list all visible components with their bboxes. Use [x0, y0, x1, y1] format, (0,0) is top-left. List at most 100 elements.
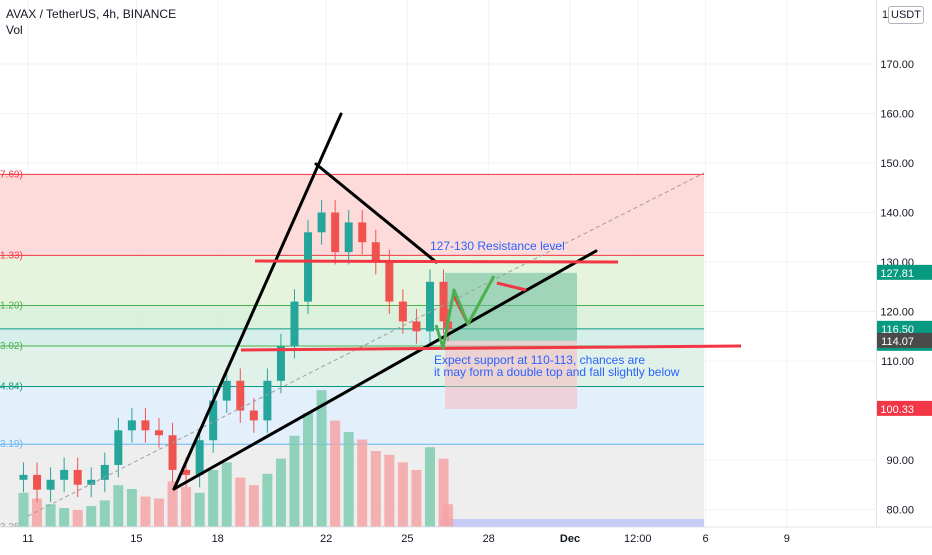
volume-bar	[411, 470, 422, 527]
candle-body	[385, 262, 394, 302]
volume-bar	[443, 504, 454, 527]
support-level-line	[240, 344, 742, 352]
volume-bar	[357, 439, 368, 527]
candle-body	[249, 410, 258, 421]
time-tick-label: 12:00	[624, 533, 652, 545]
volume-bar	[221, 462, 232, 527]
annotation-support-line-2: it may form a double top and fall slight…	[434, 365, 680, 379]
candle-body	[236, 380, 245, 411]
price-tick-label: 90.00	[886, 455, 914, 467]
price-axis-divider	[876, 0, 877, 527]
price-badge-label: 127.81	[880, 268, 914, 280]
price-tick-label: 160.00	[880, 109, 914, 121]
position-profit-zone	[445, 272, 577, 341]
price-badge-label: 100.33	[880, 404, 914, 416]
candle-body	[344, 222, 353, 253]
resistance-level-line	[254, 259, 619, 264]
candle-body	[317, 212, 326, 233]
candle-body	[304, 232, 313, 302]
volume-bar	[424, 447, 435, 527]
volume-bar	[275, 458, 286, 527]
candle-body	[439, 281, 448, 322]
candle-body	[398, 301, 407, 322]
candle-body	[73, 469, 82, 485]
fib-level-label: 1.33)	[0, 250, 23, 261]
fib-level-label: 4.84)	[0, 382, 23, 393]
currency-button[interactable]: USDT	[888, 6, 924, 24]
volume-bar	[18, 492, 29, 527]
volume-bar	[384, 454, 395, 527]
volume-bar	[303, 413, 314, 527]
fib-level-label: 1.20)	[0, 301, 23, 312]
candle-body	[195, 440, 204, 475]
volume-bar	[370, 451, 381, 527]
time-tick-label: 6	[702, 533, 708, 545]
volume-bar	[167, 481, 178, 527]
volume-bar	[289, 435, 300, 527]
price-tick-label: 120.00	[880, 307, 914, 319]
price-tick-label: 80.00	[886, 505, 914, 517]
candle-body	[141, 420, 150, 431]
price-badge	[877, 332, 932, 348]
volume-bar	[208, 470, 219, 527]
fib-zone	[0, 328, 704, 347]
volume-bar	[86, 506, 97, 527]
candle-body	[358, 222, 367, 243]
candle-body	[412, 321, 421, 332]
candle-body	[114, 430, 123, 465]
volume-bar	[235, 477, 246, 527]
annotation-resistance: 127-130 Resistance level	[430, 239, 565, 253]
fib-zone	[0, 255, 704, 306]
price-tick-label: 170.00	[880, 59, 914, 71]
candle-body	[100, 464, 109, 480]
candle-body	[87, 479, 96, 485]
price-badge	[877, 264, 932, 280]
volume-bar	[330, 420, 341, 527]
candle-body	[276, 346, 285, 381]
candle-body	[290, 301, 299, 347]
fib-level-label: 3.02)	[0, 341, 23, 352]
volume-bar	[438, 458, 449, 527]
volume-bar	[248, 485, 259, 527]
volume-bar	[262, 473, 273, 527]
dashed-trend-line	[27, 172, 705, 517]
projection-red-segment	[496, 281, 527, 292]
fib-level-label: 7.69)	[0, 169, 23, 180]
volume-bar	[153, 498, 164, 527]
candle-body	[19, 474, 28, 480]
descending-trend-line	[314, 162, 438, 264]
volume-bar	[99, 500, 110, 527]
volume-bar	[140, 496, 151, 527]
candle-body	[209, 400, 218, 441]
fib-zone-bottom	[440, 519, 704, 527]
time-axis-background	[0, 527, 932, 550]
volume-bar	[113, 485, 124, 527]
projection-green-path	[434, 275, 496, 350]
candle-body	[33, 474, 42, 490]
candle-body	[263, 380, 272, 421]
volume-bar	[343, 432, 354, 527]
symbol-title: AVAX / TetherUS, 4h, BINANCE	[6, 7, 177, 21]
candle-body	[425, 281, 434, 332]
price-badge	[877, 400, 932, 416]
candle-body	[127, 420, 136, 431]
time-tick-label: 25	[401, 533, 413, 545]
volume-bar	[126, 489, 137, 527]
time-tick-label: 18	[212, 533, 224, 545]
fib-zone	[0, 305, 704, 329]
volume-label: Vol	[6, 23, 23, 37]
volume-bar	[194, 492, 205, 527]
fib-level-label: 3.19)	[0, 439, 23, 450]
time-tick-label: 11	[22, 533, 33, 545]
time-tick-label: Dec	[560, 533, 580, 545]
price-tick-label: 110.00	[881, 356, 914, 368]
candle-body	[154, 430, 163, 436]
price-tick-label: 140.00	[880, 208, 914, 220]
candle-body	[182, 469, 191, 475]
volume-bar	[59, 508, 70, 527]
price-tick-label-partial: 1	[882, 9, 888, 21]
position-loss-zone	[445, 340, 577, 409]
time-tick-label: 28	[483, 533, 495, 545]
